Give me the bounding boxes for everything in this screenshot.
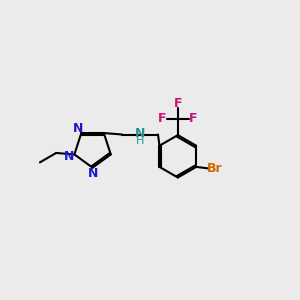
Text: F: F	[174, 98, 182, 110]
Text: F: F	[189, 112, 197, 125]
Text: F: F	[158, 112, 167, 125]
Text: H: H	[136, 136, 144, 146]
Text: N: N	[64, 150, 74, 163]
Text: N: N	[135, 127, 146, 140]
Text: Br: Br	[207, 162, 223, 175]
Text: N: N	[73, 122, 83, 135]
Text: N: N	[87, 167, 98, 180]
